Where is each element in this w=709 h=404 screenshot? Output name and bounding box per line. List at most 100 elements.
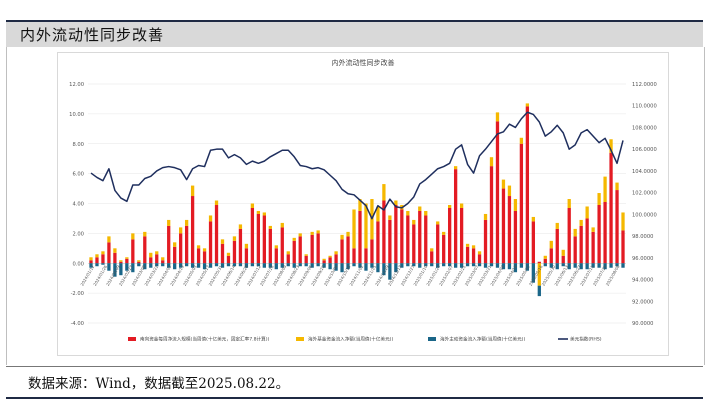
- bar-1: [119, 261, 123, 264]
- bar-1: [603, 202, 607, 264]
- bar-3: [603, 263, 607, 270]
- bar-1: [579, 225, 583, 264]
- bar-1: [388, 219, 392, 264]
- chart-panel: 内外流动性同步改善 -4.00 -2.00 0.00 2.00 4.00 6.00 8.00…: [57, 52, 669, 356]
- bar-3: [316, 263, 320, 267]
- bar-1: [346, 236, 350, 264]
- bar-2: [579, 219, 583, 226]
- bar-3: [334, 263, 338, 271]
- bar-2: [161, 257, 165, 261]
- y-right-tick-label: 112.0000: [632, 82, 657, 88]
- bar-3: [442, 263, 446, 267]
- bar-3: [262, 263, 266, 268]
- bar-1: [149, 257, 153, 264]
- bar-1: [208, 221, 213, 264]
- bar-1: [406, 215, 410, 264]
- bar-2: [310, 231, 314, 235]
- page-title: 内外流动性同步改善: [20, 26, 165, 44]
- legend-label: 海外主动资金流入净额(当周值(十亿美元)): [440, 336, 525, 343]
- bar-2: [298, 233, 302, 237]
- bar-3: [382, 263, 386, 276]
- bar-3: [113, 263, 117, 277]
- bar-3: [585, 263, 589, 270]
- bar-1: [316, 233, 320, 264]
- bar-3: [250, 263, 255, 267]
- bar-1: [489, 166, 494, 264]
- bar-2: [555, 222, 559, 229]
- bar-1: [226, 255, 231, 264]
- bar-3: [477, 263, 482, 267]
- bar-2: [424, 210, 428, 216]
- bar-3: [268, 263, 272, 268]
- bar-3: [418, 263, 422, 268]
- bar-2: [543, 255, 547, 259]
- bar-2: [364, 203, 368, 249]
- bar-1: [244, 248, 249, 264]
- legend-swatch: [128, 337, 136, 341]
- bar-1: [382, 200, 386, 264]
- bar-3: [190, 263, 195, 268]
- bar-2: [208, 215, 213, 222]
- bar-2: [567, 199, 571, 208]
- bar-1: [591, 231, 595, 264]
- bar-2: [573, 228, 577, 237]
- bar-3: [471, 263, 476, 267]
- bar-3: [394, 263, 398, 273]
- bar-2: [442, 231, 446, 235]
- bar-1: [442, 234, 446, 264]
- y-right-tick-label: 90.0000: [632, 321, 653, 327]
- bar-2: [597, 193, 601, 205]
- y-right-tick-label: 96.0000: [632, 256, 653, 262]
- y-left-tick-label: 8.00: [72, 142, 84, 148]
- y-right-tick-label: 100.0000: [632, 212, 657, 218]
- bar-2: [316, 230, 320, 234]
- y-right-tick-label: 94.0000: [632, 278, 653, 284]
- legend-label: 南向资金每周净流入规模(当周值(十亿美元，固定汇率7.8计算)): [140, 336, 270, 343]
- bar-2: [137, 260, 141, 262]
- bar-3: [555, 263, 559, 270]
- bar-2: [489, 157, 494, 167]
- bar-2: [119, 260, 123, 262]
- bar-1: [364, 248, 368, 264]
- bar-3: [489, 263, 494, 267]
- bar-1: [334, 254, 338, 264]
- bar-3: [226, 263, 231, 267]
- bar-1: [400, 209, 404, 264]
- y-left-tick-label: 0.00: [72, 261, 84, 267]
- bar-2: [346, 231, 350, 237]
- bar-2: [507, 185, 512, 197]
- bar-2: [238, 224, 243, 229]
- bar-2: [268, 225, 272, 229]
- bar-1: [352, 248, 356, 264]
- bar-2: [495, 112, 500, 122]
- y-left-tick-label: 12.00: [69, 82, 84, 88]
- bar-1: [477, 254, 482, 264]
- bar-3: [537, 285, 541, 297]
- y-right-tick-label: 106.0000: [632, 147, 657, 153]
- bar-1: [328, 257, 332, 264]
- bar-1: [184, 225, 189, 264]
- bar-1: [525, 106, 530, 264]
- bar-3: [543, 263, 547, 267]
- bar-3: [579, 263, 583, 270]
- bar-3: [292, 263, 296, 268]
- bar-2: [525, 103, 530, 107]
- bar-1: [298, 236, 302, 264]
- legend: 南向资金每周净流入规模(当周值(十亿美元，固定汇率7.8计算)) 海外基金资金流入…: [128, 336, 602, 343]
- bar-2: [101, 251, 105, 255]
- bar-2: [256, 210, 261, 214]
- bar-3: [161, 263, 165, 267]
- chart-frame: 内外流动性同步改善 -4.00 -2.00 0.00 2.00 4.00 6.00 8.00…: [6, 47, 705, 365]
- bar-2: [459, 203, 464, 208]
- bar-2: [412, 219, 416, 225]
- bar-1: [358, 210, 362, 264]
- bar-2: [184, 219, 189, 226]
- bar-3: [131, 263, 135, 273]
- bar-3: [400, 263, 404, 268]
- bar-3: [573, 263, 577, 268]
- bar-3: [346, 263, 350, 270]
- bar-1: [621, 230, 625, 264]
- gridlines: [88, 83, 626, 324]
- bar-2: [334, 251, 338, 255]
- bar-2: [352, 209, 356, 249]
